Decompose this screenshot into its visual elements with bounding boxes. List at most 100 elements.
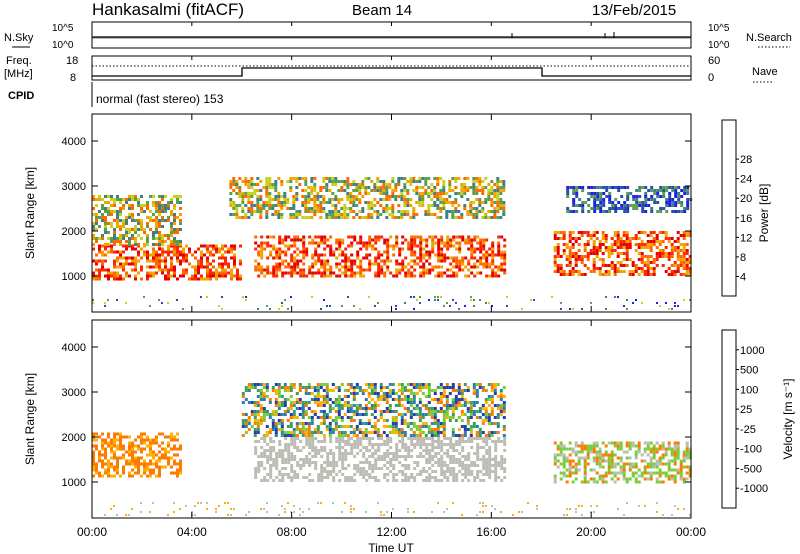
heatmap-cell <box>631 465 635 469</box>
heatmap-cell <box>461 455 465 458</box>
heatmap-cell <box>677 198 681 201</box>
heatmap-cell <box>331 383 335 386</box>
heatmap-cell <box>490 210 494 213</box>
heatmap-cell <box>497 268 501 272</box>
heatmap-cell <box>143 204 146 207</box>
heatmap-cell <box>496 183 500 186</box>
heatmap-cell <box>334 204 338 207</box>
heatmap-cell <box>349 207 353 210</box>
heatmap-cell <box>419 440 423 443</box>
heatmap-cell <box>553 459 557 463</box>
heatmap-cell <box>274 425 278 428</box>
heatmap-cell <box>634 471 638 475</box>
heatmap-cell <box>637 237 641 240</box>
heatmap-cell <box>164 265 167 269</box>
heatmap-cell <box>490 389 494 392</box>
heatmap-cell <box>682 450 686 454</box>
heatmap-cell <box>586 243 590 246</box>
heatmap-cell <box>242 296 244 298</box>
heatmap-cell <box>385 186 389 189</box>
heatmap-cell <box>236 271 239 275</box>
heatmap-cell <box>481 431 485 434</box>
heatmap-cell <box>215 247 218 251</box>
heatmap-cell <box>409 198 413 201</box>
heatmap-cell <box>350 259 354 263</box>
heatmap-cell <box>457 216 461 219</box>
heatmap-cell <box>409 404 413 407</box>
heatmap-cell <box>649 447 653 451</box>
heatmap-cell <box>502 395 506 398</box>
heatmap-cell <box>401 443 405 446</box>
heatmap-cell <box>116 438 119 442</box>
heatmap-cell <box>259 407 263 410</box>
heatmap-cell <box>122 244 125 248</box>
heatmap-cell <box>493 392 497 395</box>
heatmap-cell <box>463 431 467 434</box>
heatmap-cell <box>364 407 368 410</box>
heatmap-cell <box>679 462 683 466</box>
heatmap-cell <box>341 437 345 440</box>
heatmap-cell <box>119 262 122 266</box>
heatmap-cell <box>346 207 350 210</box>
heatmap-cell <box>353 508 355 510</box>
heatmap-cell <box>502 183 506 186</box>
heatmap-cell <box>461 256 465 260</box>
heatmap-cell <box>454 401 458 404</box>
heatmap-cell <box>637 441 641 445</box>
heatmap-cell <box>601 441 605 445</box>
heatmap-cell <box>443 241 447 245</box>
heatmap-cell <box>173 459 176 463</box>
heatmap-cell <box>271 428 275 431</box>
heatmap-cell <box>568 264 572 267</box>
heatmap-cell <box>247 216 251 219</box>
heatmap-cell <box>452 271 456 275</box>
heatmap-cell <box>113 237 116 240</box>
heatmap-cell <box>116 259 119 263</box>
heatmap-cell <box>631 441 635 445</box>
heatmap-cell <box>341 440 345 443</box>
heatmap-cell <box>479 250 483 254</box>
heatmap-cell <box>179 259 182 263</box>
heatmap-cell <box>655 447 659 451</box>
heatmap-cell <box>671 198 675 201</box>
heatmap-cell <box>152 453 155 457</box>
heatmap-cell <box>170 240 173 243</box>
heatmap-cell <box>457 401 461 404</box>
heatmap-cell <box>403 210 407 213</box>
heatmap-cell <box>365 241 369 245</box>
heatmap-cell <box>311 449 315 452</box>
heatmap-cell <box>317 259 321 263</box>
heatmap-cell <box>380 265 384 269</box>
heatmap-cell <box>476 458 480 461</box>
heatmap-cell <box>470 461 474 464</box>
heatmap-cell <box>292 204 296 207</box>
heatmap-cell <box>326 473 330 476</box>
heatmap-cell <box>446 476 450 479</box>
heatmap-cell <box>443 461 447 464</box>
heatmap-cell <box>436 198 440 201</box>
heatmap-cell <box>332 467 336 470</box>
heatmap-cell <box>331 183 335 186</box>
heatmap-cell <box>280 386 284 389</box>
heatmap-cell <box>445 401 449 404</box>
heatmap-cell <box>500 262 504 266</box>
heatmap-cell <box>125 244 128 248</box>
heatmap-cell <box>478 410 482 413</box>
heatmap-cell <box>449 440 453 443</box>
heatmap-cell <box>427 428 431 431</box>
heatmap-cell <box>685 477 689 481</box>
heatmap-cell <box>113 265 116 269</box>
heatmap-cell <box>403 431 407 434</box>
heatmap-cell <box>419 274 423 278</box>
heatmap-cell <box>440 470 444 473</box>
heatmap-cell <box>676 456 680 460</box>
heatmap-cell <box>466 189 470 192</box>
heatmap-cell <box>134 456 137 460</box>
heatmap-cell <box>295 216 299 219</box>
heatmap-cell <box>385 210 389 213</box>
heatmap-cell <box>494 458 498 461</box>
heatmap-cell <box>173 240 176 243</box>
heatmap-cell <box>598 459 602 463</box>
heatmap-cell <box>95 213 98 216</box>
heatmap-cell <box>688 450 692 454</box>
